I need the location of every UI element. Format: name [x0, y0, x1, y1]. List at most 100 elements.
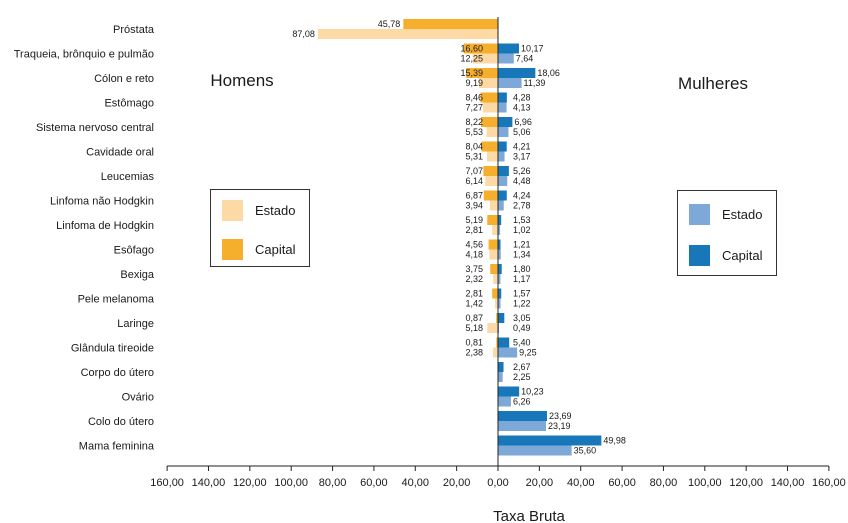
- bar: [490, 264, 498, 274]
- x-tick-label: 100,00: [274, 477, 308, 489]
- x-tick-label: 0,00: [487, 477, 508, 489]
- bar: [498, 53, 514, 64]
- value-label: 8,46: [465, 93, 483, 103]
- value-label: 8,04: [465, 142, 483, 152]
- x-axis: 160,00 140,00 120,00 100,00 80,00 60,00 40,00 2…: [150, 17, 846, 489]
- bar: [483, 190, 498, 201]
- value-label: 4,48: [513, 176, 531, 186]
- x-tick-label: 20,00: [443, 477, 471, 489]
- bar: [493, 347, 498, 358]
- x-tick-label: 120,00: [233, 477, 267, 489]
- bar: [486, 127, 498, 137]
- x-tick-label: 20,00: [526, 477, 554, 489]
- legend-swatch-capital: [689, 245, 710, 266]
- value-label: 49,98: [603, 436, 626, 446]
- x-tick-label: 100,00: [688, 477, 722, 489]
- value-label: 16,60: [460, 44, 483, 54]
- value-label: 9,25: [519, 348, 537, 358]
- value-label: 1,57: [513, 289, 531, 299]
- legend-label: Estado: [255, 203, 296, 218]
- value-label: 6,14: [465, 176, 483, 186]
- value-label: 6,87: [465, 191, 483, 201]
- bar: [481, 141, 498, 152]
- value-label: 2,81: [465, 225, 483, 235]
- value-label: 2,32: [465, 274, 483, 284]
- legend-swatch-capital: [222, 239, 243, 260]
- value-label: 1,42: [465, 299, 483, 309]
- value-label: 0,81: [465, 338, 483, 348]
- value-label: 2,25: [513, 372, 531, 382]
- value-label: 7,64: [516, 54, 534, 64]
- legend-label: Capital: [722, 248, 763, 263]
- bar: [317, 29, 498, 39]
- bar: [488, 239, 498, 250]
- bar: [472, 53, 498, 64]
- bar: [498, 347, 518, 358]
- value-label: 4,28: [513, 93, 531, 103]
- category-label: Sistema nervoso central: [36, 122, 154, 134]
- x-tick-label: 160,00: [150, 477, 184, 489]
- category-label: Pele melanoma: [78, 294, 155, 306]
- category-label: Corpo do útero: [81, 367, 154, 379]
- bar: [498, 127, 509, 137]
- bar: [466, 68, 498, 78]
- value-label: 1,80: [513, 264, 531, 274]
- category-label: Estômago: [104, 98, 154, 110]
- bar: [498, 200, 504, 211]
- value-label: 0,49: [513, 323, 531, 333]
- legend-item-estado-homens: Estado: [222, 200, 295, 221]
- value-label: 10,23: [521, 387, 544, 397]
- value-label: 5,26: [513, 166, 531, 176]
- bar: [498, 337, 510, 348]
- bar: [487, 323, 498, 333]
- legend-item-capital-mulheres: Capital: [689, 245, 762, 266]
- value-label: 15,39: [460, 68, 483, 78]
- value-label: 5,53: [465, 127, 483, 137]
- bar: [463, 43, 498, 54]
- bar: [492, 225, 498, 235]
- legend-item-estado-mulheres: Estado: [689, 204, 762, 225]
- bar: [498, 264, 502, 274]
- value-label: 4,13: [513, 103, 531, 113]
- value-label: 2,67: [513, 362, 531, 372]
- bar: [498, 215, 502, 225]
- category-label: Bexiga: [120, 269, 155, 281]
- value-label: 3,17: [513, 152, 531, 162]
- bar: [498, 386, 520, 397]
- value-label: 35,60: [574, 446, 597, 456]
- value-label: 2,38: [465, 348, 483, 358]
- value-label: 1,21: [513, 240, 531, 250]
- bar: [496, 337, 498, 348]
- legend-label: Estado: [722, 207, 763, 222]
- value-label: 1,22: [513, 299, 531, 309]
- bars-layer: [317, 19, 602, 456]
- value-label: 5,40: [513, 338, 531, 348]
- category-label: Leucemias: [101, 171, 155, 183]
- value-label: 9,19: [465, 78, 483, 88]
- category-label: Glândula tireoide: [71, 343, 154, 355]
- category-label: Traqueia, brônquio e pulmão: [14, 49, 154, 61]
- value-label: 4,56: [465, 240, 483, 250]
- value-label: 10,17: [521, 44, 544, 54]
- bar: [498, 274, 501, 284]
- value-label: 11,39: [524, 78, 546, 88]
- bar: [489, 200, 498, 211]
- value-label: 12,25: [460, 54, 483, 64]
- value-label: 18,06: [537, 68, 560, 78]
- x-tick-label: 40,00: [567, 477, 595, 489]
- bar: [498, 411, 547, 421]
- bar: [498, 102, 507, 113]
- value-label: 4,18: [465, 250, 483, 260]
- x-tick-label: 120,00: [729, 477, 763, 489]
- value-label: 5,19: [465, 215, 483, 225]
- value-label: 7,07: [465, 166, 483, 176]
- value-label: 3,75: [465, 264, 483, 274]
- category-label: Cólon e reto: [94, 73, 154, 85]
- bar: [485, 176, 498, 186]
- bar: [498, 298, 501, 309]
- category-labels-layer: Próstata Traqueia, brônquio e pulmão Cólon…: [14, 24, 155, 453]
- value-label: 1,53: [513, 215, 531, 225]
- bar: [498, 141, 507, 152]
- value-label: 5,31: [465, 152, 483, 162]
